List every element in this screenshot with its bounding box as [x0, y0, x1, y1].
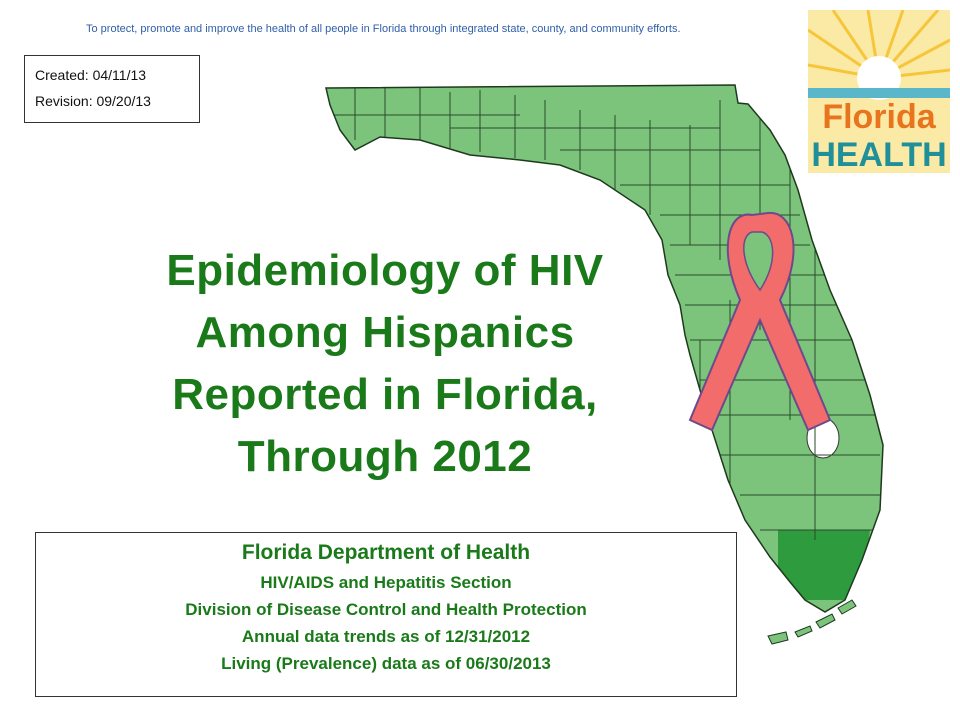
revision-date: Revision: 09/20/13 [35, 93, 151, 109]
info-box: Florida Department of Health HIV/AIDS an… [35, 532, 737, 697]
org-name: Florida Department of Health [241, 541, 531, 564]
living-data-note: Living (Prevalence) data as of 06/30/201… [221, 654, 551, 673]
florida-health-logo: Florida HEALTH [808, 10, 950, 173]
section-name: HIV/AIDS and Hepatitis Section [260, 573, 512, 592]
mission-tagline: To protect, promote and improve the heal… [86, 23, 681, 35]
logo-word-health: HEALTH [811, 136, 946, 173]
division-name: Division of Disease Control and Health P… [185, 600, 587, 619]
title-line-1: Epidemiology of HIV [166, 246, 604, 295]
title-line-3: Reported in Florida, [172, 370, 598, 419]
title-line-4: Through 2012 [237, 432, 533, 481]
created-date: Created: 04/11/13 [35, 67, 147, 83]
slide-title: Epidemiology of HIV Among Hispanics Repo… [110, 240, 660, 488]
date-box: Created: 04/11/13 Revision: 09/20/13 [24, 55, 200, 123]
logo-word-florida: Florida [822, 98, 936, 136]
annual-data-note: Annual data trends as of 12/31/2012 [241, 627, 531, 646]
awareness-ribbon-icon [688, 211, 832, 432]
title-line-2: Among Hispanics [195, 308, 575, 357]
